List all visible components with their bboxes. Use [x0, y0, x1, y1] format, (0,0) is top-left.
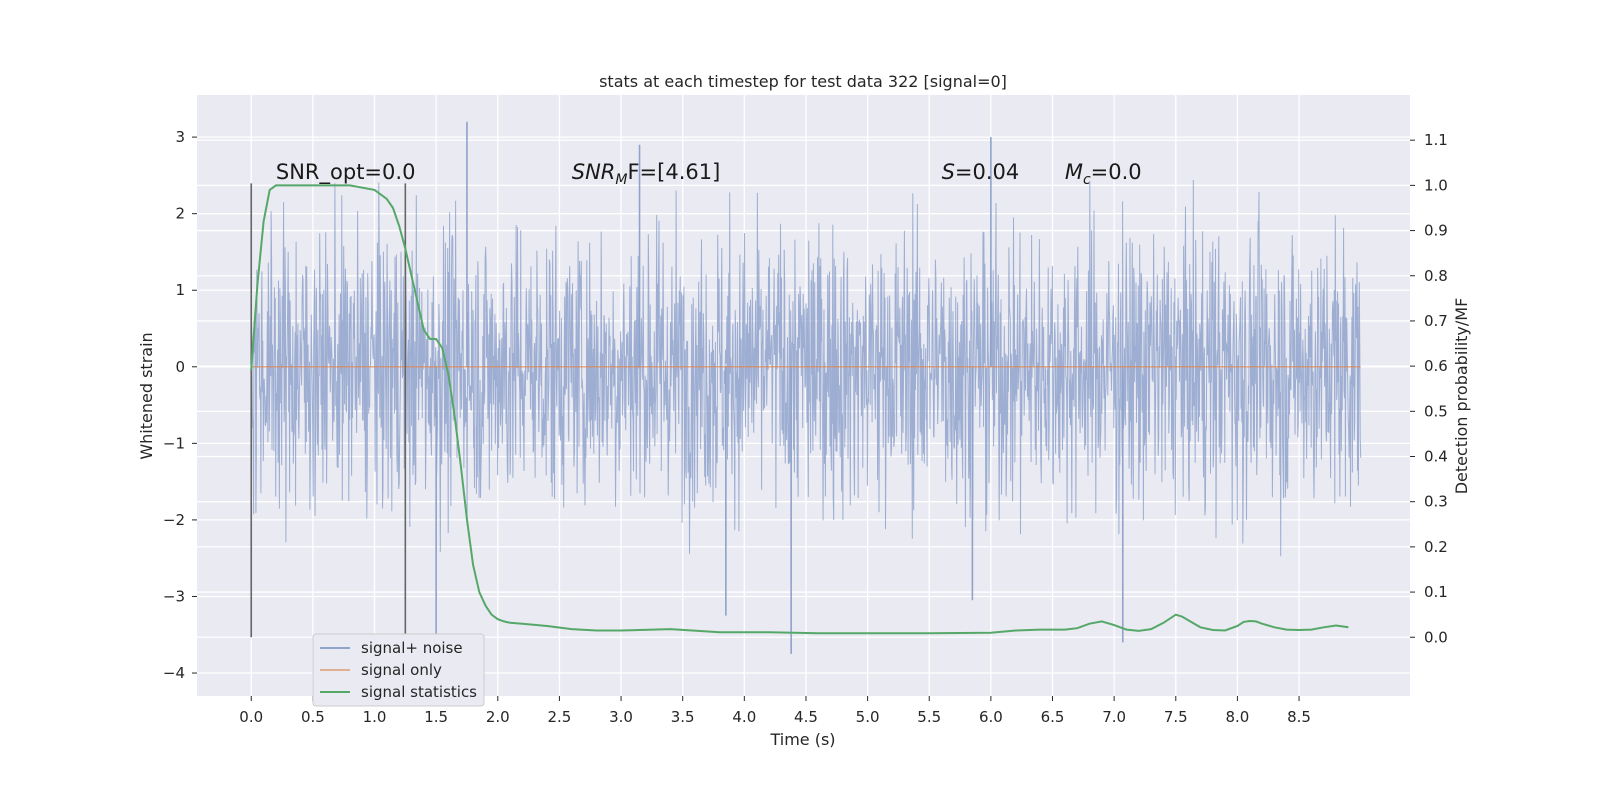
- x-tick-label-3: 1.5: [424, 708, 448, 726]
- y-tick-label-4: −1: [163, 434, 185, 452]
- y2-tick-label-3: 0.8: [1424, 267, 1448, 285]
- x-tick-label-4: 2.0: [486, 708, 510, 726]
- y2-tick-label-11: 0.0: [1424, 628, 1448, 646]
- x-tick-label-5: 2.5: [547, 708, 571, 726]
- noise-trace: [250, 179, 1362, 557]
- y-tick-label-7: −4: [163, 664, 185, 682]
- x-tick-label-13: 6.5: [1041, 708, 1065, 726]
- legend-label-signal-statistics: signal statistics: [361, 683, 477, 701]
- legend: signal+ noise signal only signal statist…: [312, 633, 485, 707]
- annotation-3: Mc=0.0: [1065, 160, 1142, 188]
- y-tick-label-0: 3: [175, 128, 185, 146]
- x-tick-label-17: 8.5: [1287, 708, 1311, 726]
- x-tick-label-6: 3.0: [609, 708, 633, 726]
- y2-tick-label-10: 0.1: [1424, 583, 1448, 601]
- y2-tick-label-9: 0.2: [1424, 538, 1448, 556]
- annotation-1: SNRMF=[4.61]: [572, 160, 721, 188]
- signal-statistics-line: [250, 184, 1349, 635]
- annotations: SNR_opt=0.0 SNRMF=[4.61] S=0.04 Mc=0.0: [276, 160, 1142, 188]
- x-tick-label-15: 7.5: [1164, 708, 1188, 726]
- x-tick-label-9: 4.5: [794, 708, 818, 726]
- x-axis: 0.0 0.5 1.0 1.5 2.0 2.5 3.0 3.5 4.0 4.5 5.0 5.5 6.0 6…: [239, 696, 1311, 726]
- y-tick-label-3: 0: [175, 358, 185, 376]
- x-tick-label-2: 1.0: [363, 708, 387, 726]
- x-tick-label-14: 7.0: [1102, 708, 1126, 726]
- y2-tick-label-2: 0.9: [1424, 222, 1448, 240]
- chart-title: stats at each timestep for test data 322…: [599, 72, 1007, 91]
- x-tick-label-1: 0.5: [301, 708, 325, 726]
- annotation-2: S=0.04: [942, 160, 1020, 184]
- series-signal-noise: [250, 121, 1362, 654]
- x-tick-label-0: 0.0: [239, 708, 263, 726]
- x-tick-label-16: 8.0: [1225, 708, 1249, 726]
- annotation-0: SNR_opt=0.0: [276, 160, 416, 185]
- x-tick-label-10: 5.0: [856, 708, 880, 726]
- y2-tick-label-8: 0.3: [1424, 493, 1448, 511]
- vertical-markers: [250, 183, 407, 638]
- y2-tick-label-7: 0.4: [1424, 448, 1448, 466]
- y-tick-label-5: −2: [163, 511, 185, 529]
- x-tick-label-8: 4.0: [732, 708, 756, 726]
- legend-label-signal-noise: signal+ noise: [361, 639, 463, 657]
- y2-tick-label-5: 0.6: [1424, 357, 1448, 375]
- x-axis-label: Time (s): [769, 730, 835, 749]
- legend-label-signal-only: signal only: [361, 661, 442, 679]
- y-axis-left: 3 2 1 0 −1 −2 −3 −4: [163, 128, 197, 682]
- y-tick-label-1: 2: [175, 205, 185, 223]
- y2-tick-label-1: 1.0: [1424, 176, 1448, 194]
- y-tick-label-2: 1: [175, 281, 185, 299]
- x-tick-label-7: 3.5: [671, 708, 695, 726]
- legend-box: [312, 633, 485, 707]
- y-axis-right: 1.1 1.0 0.9 0.8 0.7 0.6 0.5 0.4 0.3 0.2 0.1 0.0: [1410, 131, 1448, 646]
- series-signal-statistics: [250, 184, 1349, 635]
- y2-axis-label: Detection probability/MF: [1452, 298, 1471, 495]
- y-tick-label-6: −3: [163, 587, 185, 605]
- y2-tick-label-0: 1.1: [1424, 131, 1448, 149]
- y-axis-label: Whitened strain: [137, 332, 156, 459]
- y2-tick-label-4: 0.7: [1424, 312, 1448, 330]
- x-tick-label-12: 6.0: [979, 708, 1003, 726]
- y2-tick-label-6: 0.5: [1424, 402, 1448, 420]
- x-tick-label-11: 5.5: [917, 708, 941, 726]
